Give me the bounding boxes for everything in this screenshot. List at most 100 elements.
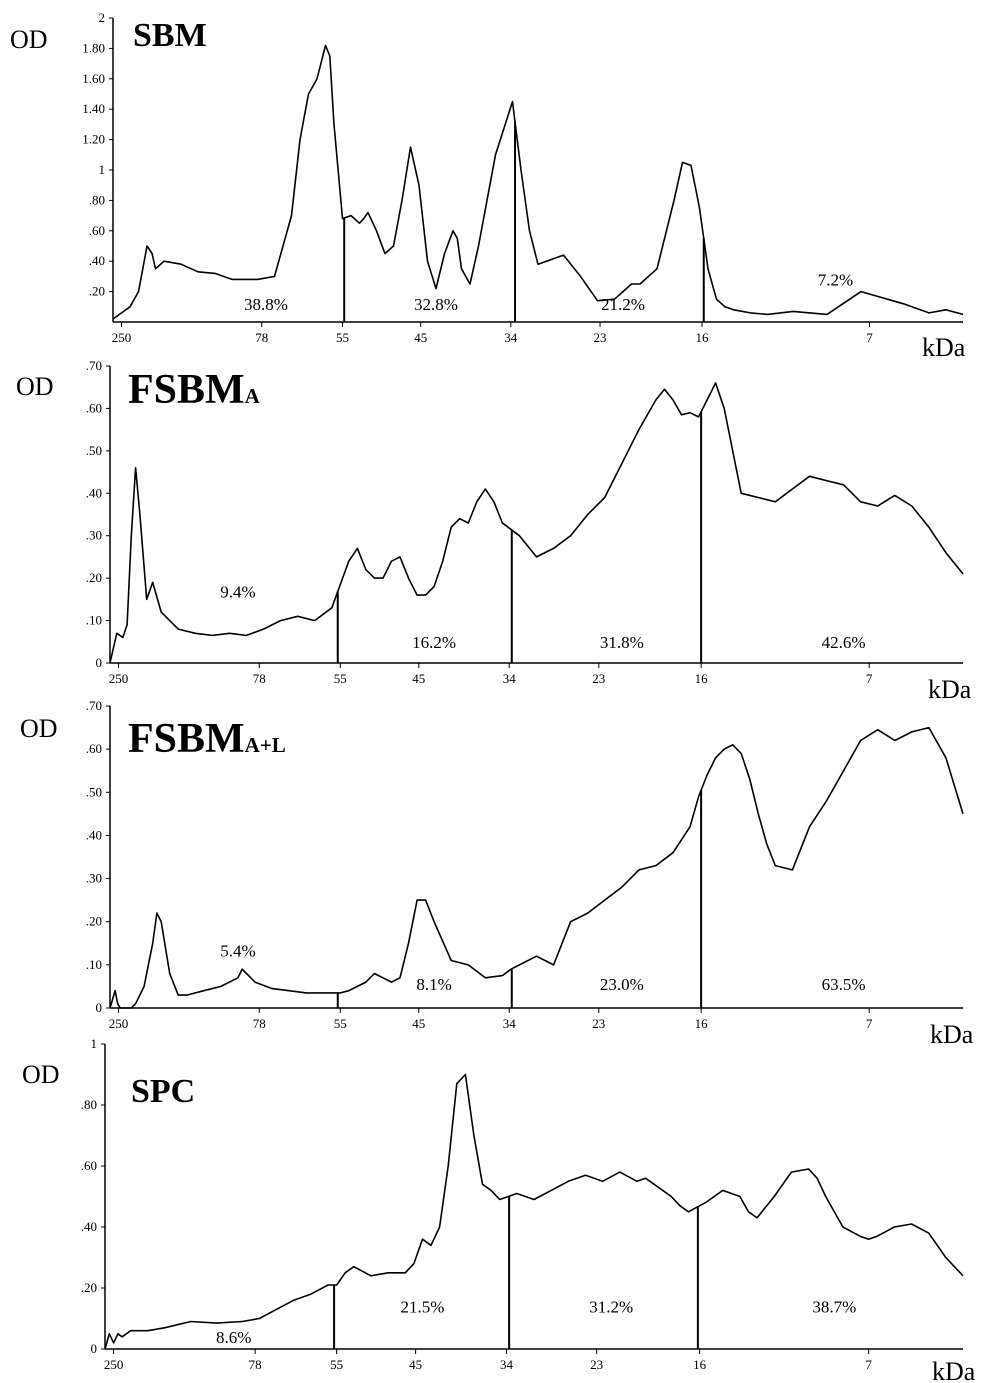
x-tick-label: 23 — [592, 1016, 605, 1031]
x-tick-label: 34 — [504, 330, 518, 345]
y-tick-label: .20 — [86, 570, 102, 585]
x-tick-label: 55 — [336, 330, 349, 345]
x-tick-label: 78 — [249, 1357, 262, 1372]
x-tick-label: 16 — [696, 330, 710, 345]
chart-panel: .70 .60 .50 .40 .30 .20 .10 0 250 78 55 45 34 23 16 7 OD… — [20, 698, 974, 1049]
y-tick-label: .60 — [89, 223, 105, 238]
density-trace — [104, 1073, 964, 1350]
x-tick-label: 55 — [330, 1357, 343, 1372]
chart-title: FSBMA+L — [128, 716, 286, 762]
chart-title-subscript: A — [245, 384, 261, 408]
region-percentage-label: 31.2% — [589, 1297, 633, 1316]
chart-title: FSBMA — [128, 367, 261, 413]
chart-title: SBM — [133, 17, 207, 54]
y-tick-label: .30 — [86, 871, 102, 886]
x-tick-label: 16 — [693, 1357, 707, 1372]
y-tick-label: .50 — [86, 443, 102, 458]
x-axis-label: kDa — [932, 1357, 976, 1383]
x-tick-label: 7 — [866, 1016, 873, 1031]
y-tick-label: .10 — [86, 957, 102, 972]
density-trace — [109, 382, 964, 664]
y-tick-label: .20 — [86, 914, 102, 929]
x-tick-label: 34 — [503, 671, 517, 686]
y-tick-label: .60 — [86, 400, 102, 415]
x-tick-label: 16 — [695, 1016, 709, 1031]
y-axis-label: OD — [20, 714, 58, 743]
x-tick-label: 45 — [412, 1016, 425, 1031]
y-tick-label: .80 — [89, 192, 105, 207]
chart-title: SPC — [131, 1073, 195, 1110]
region-percentage-label: 32.8% — [414, 295, 458, 314]
region-percentage-label: 21.5% — [400, 1297, 444, 1316]
region-percentage-label: 42.6% — [822, 633, 866, 652]
y-tick-label: 1.60 — [82, 71, 105, 86]
x-tick-label: 45 — [412, 671, 425, 686]
region-percentage-label: 9.4% — [220, 583, 255, 602]
y-tick-label: .40 — [86, 485, 102, 500]
chart-title-main: SPC — [131, 1073, 195, 1110]
chart-title-main: FSBM — [128, 367, 245, 413]
region-percentage-label: 31.8% — [600, 633, 644, 652]
chart-title-main: FSBM — [128, 716, 245, 762]
y-tick-label: 1.40 — [82, 101, 105, 116]
density-trace — [112, 44, 964, 320]
x-tick-label: 250 — [109, 671, 129, 686]
x-tick-label: 250 — [104, 1357, 124, 1372]
y-tick-label: 1 — [99, 162, 106, 177]
chart-title-subscript: A+L — [245, 733, 286, 757]
x-tick-label: 7 — [866, 330, 873, 345]
y-axis-label: OD — [22, 1060, 60, 1089]
y-tick-label: 0 — [96, 1000, 103, 1015]
x-tick-label: 55 — [334, 671, 347, 686]
y-tick-label: .30 — [86, 528, 102, 543]
y-tick-label: .40 — [81, 1219, 97, 1234]
chart-panel: .70 .60 .50 .40 .30 .20 .10 0 250 78 55 45 34 23 16 7 OD… — [16, 358, 972, 704]
y-tick-label: .40 — [86, 827, 102, 842]
y-tick-label: .50 — [86, 784, 102, 799]
y-tick-label: .20 — [89, 284, 105, 299]
density-trace — [109, 726, 964, 1009]
x-tick-label: 23 — [592, 671, 605, 686]
y-tick-label: .60 — [86, 741, 102, 756]
x-tick-label: 78 — [255, 330, 268, 345]
x-tick-label: 250 — [109, 1016, 129, 1031]
y-tick-label: .70 — [86, 358, 102, 373]
y-tick-label: .40 — [89, 253, 105, 268]
y-tick-label: 2 — [99, 10, 106, 25]
y-axis-label: OD — [16, 372, 54, 401]
x-tick-label: 23 — [594, 330, 607, 345]
x-tick-label: 7 — [866, 671, 873, 686]
chart-title-main: SBM — [133, 17, 207, 54]
x-tick-label: 45 — [409, 1357, 422, 1372]
x-tick-label: 16 — [695, 671, 709, 686]
x-tick-label: 34 — [503, 1016, 517, 1031]
x-tick-label: 78 — [253, 1016, 266, 1031]
y-tick-label: 1 — [91, 1036, 98, 1051]
y-tick-label: .80 — [81, 1097, 97, 1112]
x-tick-label: 34 — [500, 1357, 514, 1372]
region-percentage-label: 23.0% — [600, 975, 644, 994]
y-tick-label: .10 — [86, 613, 102, 628]
y-tick-label: .20 — [81, 1280, 97, 1295]
x-tick-label: 78 — [253, 671, 266, 686]
x-tick-label: 55 — [334, 1016, 347, 1031]
chart-panel: 1 .80 .60 .40 .20 0 250 78 55 45 34 23 16 7 OD kDa SPC 8.… — [22, 1036, 976, 1383]
y-tick-label: .60 — [81, 1158, 97, 1173]
x-tick-label: 45 — [414, 330, 427, 345]
region-percentage-label: 5.4% — [220, 942, 255, 961]
x-axis-label: kDa — [922, 333, 966, 362]
x-tick-label: 23 — [590, 1357, 603, 1372]
region-percentage-label: 38.8% — [244, 295, 288, 314]
x-tick-label: 7 — [865, 1357, 872, 1372]
y-tick-label: 1.80 — [82, 40, 105, 55]
region-percentage-label: 8.1% — [416, 975, 451, 994]
region-percentage-label: 38.7% — [812, 1297, 856, 1316]
region-percentage-label: 16.2% — [412, 633, 456, 652]
region-percentage-label: 8.6% — [216, 1328, 251, 1347]
y-axis-label: OD — [10, 25, 48, 54]
x-axis-label: kDa — [930, 1020, 974, 1049]
x-axis-label: kDa — [928, 675, 972, 704]
x-tick-label: 250 — [112, 330, 132, 345]
